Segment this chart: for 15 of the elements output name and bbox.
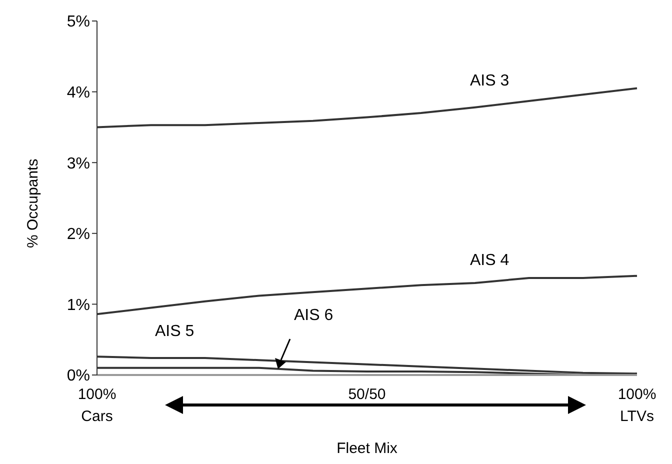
- text: AIS 6: [294, 306, 334, 324]
- y-tick-label: 5%: [66, 14, 90, 31]
- series-label: AIS 4: [470, 252, 510, 269]
- series-label: AIS 5: [155, 323, 194, 340]
- y-tick-label: 3%: [66, 155, 90, 172]
- x-tick-label: 100% Cars: [78, 386, 116, 425]
- y-tick-label: 1%: [66, 296, 90, 314]
- x-tick-label: 100% LTVs: [618, 386, 656, 425]
- y-tick-label: 2%: [66, 226, 90, 244]
- series-label: AIS 3: [470, 72, 510, 90]
- y-tick-label: 4%: [66, 84, 90, 102]
- y-axis-title: % Occupants: [24, 158, 42, 248]
- x-tick-label: 50/50: [348, 386, 386, 403]
- x-axis-title: Fleet Mix: [336, 440, 398, 457]
- y-tick-label: 0%: [66, 368, 90, 385]
